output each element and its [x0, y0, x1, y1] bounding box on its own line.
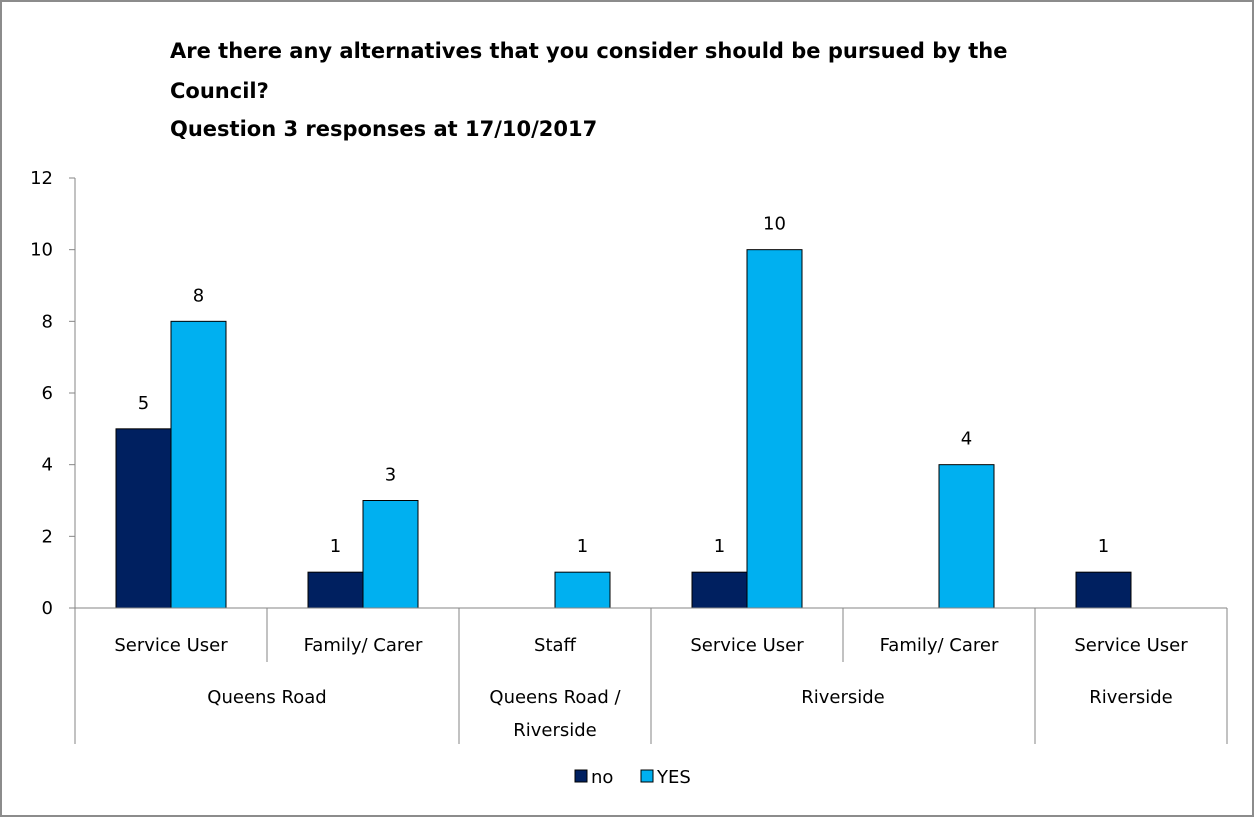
y-tick-label: 2 — [42, 526, 53, 547]
y-tick-label: 10 — [30, 240, 53, 261]
y-tick-label: 0 — [42, 598, 53, 619]
bars — [115, 249, 1132, 609]
x-category-label: Service User — [114, 635, 228, 656]
x-category-label: Family/ Carer — [880, 635, 999, 656]
x-group-label: Queens Road — [207, 687, 326, 708]
bar-yes-5 — [938, 464, 995, 609]
data-label-no-4: 1 — [714, 536, 725, 557]
legend-label-no: no — [591, 767, 613, 788]
data-labels: 5 8 1 3 1 1 10 4 1 — [138, 214, 1109, 558]
data-label-no-1: 5 — [138, 393, 149, 414]
x-category-label: Staff — [534, 635, 577, 656]
x-group-label: Queens Road / — [489, 687, 621, 708]
bar-no-1 — [115, 428, 172, 609]
data-label-no-6: 1 — [1098, 536, 1109, 557]
data-label-yes-4: 10 — [763, 214, 786, 235]
bar-yes-3 — [554, 571, 611, 609]
x-group-label: Riverside — [1089, 687, 1173, 708]
legend-label-yes: YES — [656, 767, 691, 788]
chart-title: Are there any alternatives that you cons… — [170, 39, 1007, 141]
legend: no YES — [574, 767, 691, 788]
bar-no-4 — [691, 571, 748, 609]
data-label-yes-5: 4 — [961, 429, 972, 450]
y-axis: 0 2 4 6 8 10 12 — [30, 168, 76, 619]
bar-no-6 — [1075, 571, 1132, 609]
bar-yes-2 — [362, 500, 419, 609]
data-label-yes-2: 3 — [385, 465, 396, 486]
chart-title-line-2: Council? — [170, 79, 269, 103]
chart-title-line-3: Question 3 responses at 17/10/2017 — [170, 117, 597, 141]
data-label-yes-3: 1 — [577, 536, 588, 557]
x-category-label: Service User — [1074, 635, 1188, 656]
legend-swatch-yes — [640, 769, 654, 783]
x-group-label: Riverside — [801, 687, 885, 708]
x-group-label: Riverside — [513, 720, 597, 741]
x-category-label: Service User — [690, 635, 804, 656]
y-tick-label: 8 — [42, 311, 53, 332]
data-label-yes-1: 8 — [193, 285, 204, 306]
y-tick-label: 12 — [30, 168, 53, 189]
bar-no-2 — [307, 571, 364, 609]
bar-yes-4 — [746, 249, 803, 609]
data-label-no-2: 1 — [330, 536, 341, 557]
y-tick-label: 4 — [42, 455, 53, 476]
x-category-label: Family/ Carer — [304, 635, 423, 656]
legend-swatch-no — [574, 769, 588, 783]
x-axis: Service User Family/ Carer Staff Service Us… — [74, 607, 1228, 744]
bar-yes-1 — [170, 320, 227, 609]
chart-title-line-1: Are there any alternatives that you cons… — [170, 39, 1007, 63]
y-tick-label: 6 — [42, 383, 53, 404]
